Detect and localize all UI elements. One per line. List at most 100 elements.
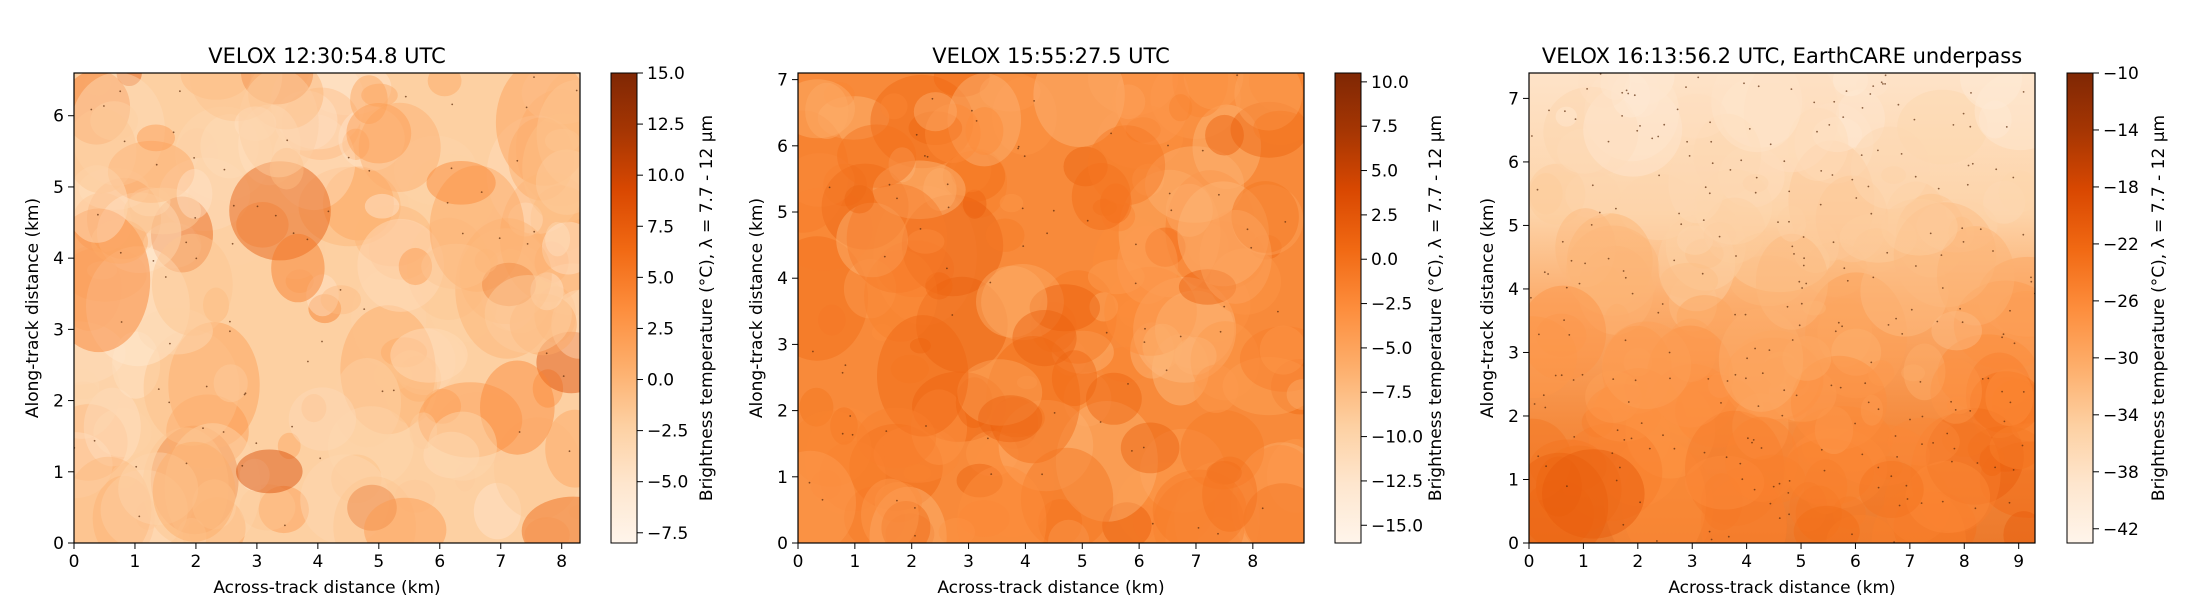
- speckle-dot: [157, 388, 160, 390]
- field-texture-patch: [1152, 469, 1247, 543]
- field-texture-patch: [1718, 308, 1804, 412]
- speckle-dot: [1936, 320, 1939, 323]
- speckle-dot: [1937, 187, 1940, 190]
- x-tick-label: 9: [2013, 552, 2024, 572]
- speckle-dot: [1624, 276, 1627, 279]
- field-texture-patch: [357, 218, 445, 312]
- speckle-dot: [1565, 286, 1568, 289]
- field-texture-patch: [1711, 73, 1803, 153]
- field-texture-patch: [515, 89, 580, 207]
- speckle-dot: [1834, 330, 1837, 333]
- field-texture-patch: [951, 149, 1007, 218]
- sensor-speckle: [1530, 73, 2035, 543]
- speckle-dot: [1616, 429, 1619, 432]
- field-texture-patch: [84, 73, 111, 96]
- speckle-dot: [849, 415, 852, 417]
- field-texture-patch: [327, 406, 414, 487]
- speckle-dot: [1703, 451, 1706, 454]
- field-texture-patch: [874, 482, 922, 523]
- x-tick-label: 1: [1578, 552, 1589, 572]
- x-axis-label: Across-track distance (km): [937, 578, 1164, 598]
- field-texture-patch: [1117, 225, 1178, 304]
- field-texture-patch: [1802, 241, 1868, 297]
- field-texture-patch: [1190, 321, 1260, 401]
- speckle-dot: [1846, 279, 1849, 282]
- speckle-dot: [2030, 276, 2032, 279]
- speckle-dot: [1870, 212, 1873, 215]
- field-texture-patch: [1145, 227, 1186, 267]
- speckle-dot: [1668, 351, 1671, 354]
- field-texture-patch: [480, 360, 555, 455]
- field-texture-patch: [1115, 73, 1190, 145]
- speckle-dot: [222, 431, 225, 433]
- speckle-dot: [1563, 319, 1565, 321]
- field-texture-patch: [1883, 464, 1951, 543]
- field-texture-patch: [1180, 409, 1265, 490]
- speckle-dot: [844, 364, 847, 367]
- field-base: [74, 73, 580, 543]
- field-texture-patch: [1529, 163, 1586, 225]
- speckle-dot: [392, 389, 395, 392]
- speckle-dot: [990, 473, 993, 475]
- speckle-dot: [1218, 193, 1220, 196]
- field-texture-patch: [1125, 117, 1161, 143]
- field-texture-patch: [979, 73, 1041, 112]
- field-texture-patch: [428, 266, 497, 343]
- field-texture-patch: [1172, 73, 1229, 118]
- speckle-dot: [2021, 444, 2024, 447]
- speckle-dot: [545, 352, 548, 355]
- field-texture-patch: [1946, 396, 1971, 415]
- speckle-dot: [1631, 292, 1634, 295]
- field-texture-patch: [1925, 408, 2024, 505]
- speckle-dot: [1142, 446, 1145, 449]
- field-texture-patch: [1577, 245, 1654, 335]
- speckle-dot: [1897, 103, 1900, 106]
- field-texture-patch: [869, 486, 947, 543]
- field-texture-patch: [322, 166, 394, 241]
- field-texture-patch: [1271, 359, 1304, 415]
- field-texture-patch: [1097, 104, 1184, 169]
- speckle-dot: [1813, 101, 1816, 104]
- speckle-dot: [1673, 259, 1676, 262]
- field-texture-patch: [913, 92, 958, 132]
- speckle-dot: [202, 427, 204, 430]
- field-texture-patch: [493, 417, 580, 520]
- field-texture-patch: [455, 218, 559, 359]
- speckle-dot: [1564, 110, 1566, 113]
- field-texture-patch: [239, 458, 270, 492]
- speckle-dot: [1725, 456, 1728, 459]
- speckle-dot: [1757, 85, 1760, 88]
- field-texture-patch: [1039, 270, 1117, 364]
- speckle-dot: [291, 425, 293, 428]
- speckle-dot: [1729, 169, 1732, 171]
- colorbar-tick-label: 15.0: [647, 64, 685, 84]
- field-texture-patch: [1100, 183, 1132, 224]
- field-texture-patch: [1995, 290, 2035, 339]
- y-tick-label: 2: [777, 402, 788, 422]
- field-texture-patch: [1088, 73, 1178, 116]
- speckle-dot: [2030, 280, 2033, 283]
- field-texture-patch: [1856, 73, 1888, 97]
- speckle-dot: [1052, 209, 1055, 212]
- field-texture-patch: [1133, 277, 1237, 383]
- speckle-dot: [1236, 74, 1238, 77]
- field-texture-patch: [1115, 462, 1215, 543]
- speckle-dot: [1744, 313, 1747, 316]
- speckle-dot: [1704, 186, 1707, 189]
- field-texture-patch: [1901, 364, 1926, 382]
- speckle-dot: [1573, 436, 1576, 438]
- speckle-dot: [1591, 184, 1594, 187]
- field-texture-patch: [1199, 209, 1272, 304]
- field-texture-patch: [1728, 230, 1830, 293]
- speckle-dot: [1921, 443, 1923, 445]
- field-texture-patch: [1703, 222, 1737, 248]
- speckle-dot: [1023, 155, 1026, 158]
- field-texture-patch: [1989, 423, 2035, 470]
- field-texture-patch: [74, 73, 131, 145]
- speckle-dot: [2001, 390, 2003, 393]
- chart-title: VELOX 15:55:27.5 UTC: [932, 44, 1170, 68]
- speckle-dot: [404, 95, 407, 98]
- field-texture-patch: [1881, 166, 1907, 185]
- field-texture-patch: [2003, 511, 2035, 543]
- field-texture-patch: [308, 294, 342, 324]
